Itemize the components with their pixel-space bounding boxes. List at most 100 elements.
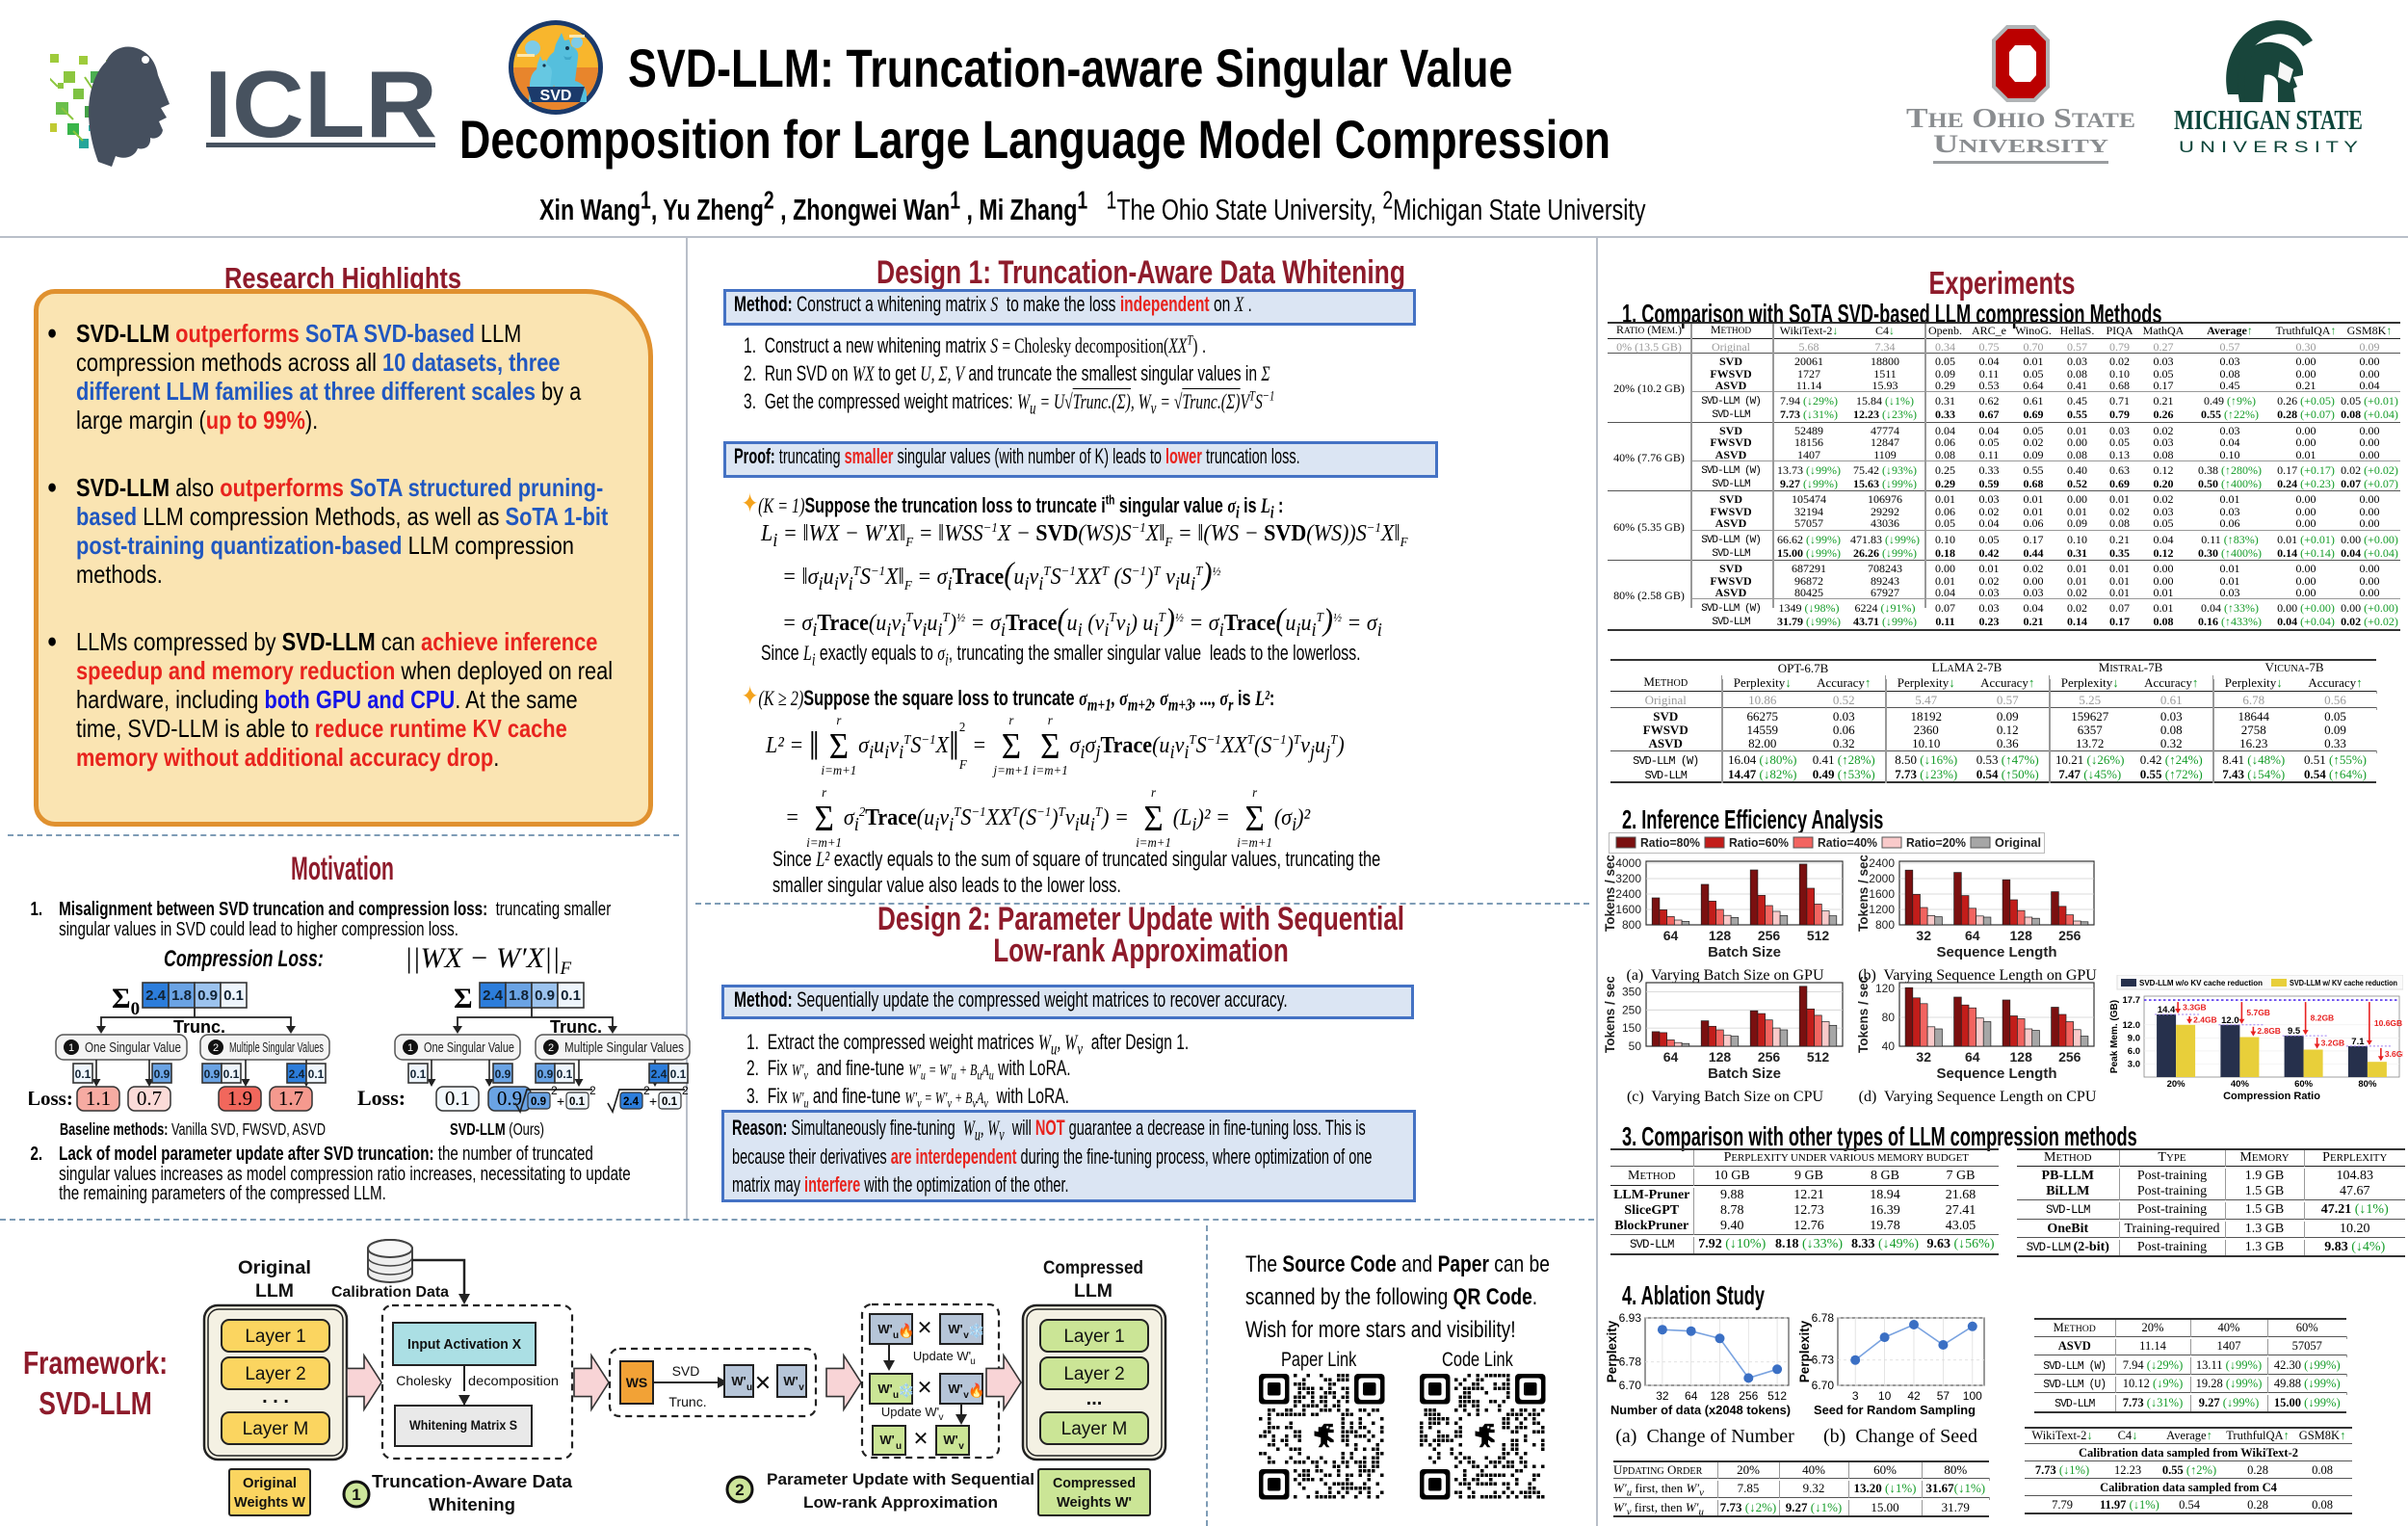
svg-text:2.4GB: 2.4GB — [2193, 1014, 2217, 1024]
svg-text:✕: ✕ — [917, 1318, 933, 1339]
svg-text:20%: 20% — [2167, 1079, 2186, 1090]
svg-text:0.9: 0.9 — [497, 1087, 522, 1110]
svg-text:0.9: 0.9 — [537, 1067, 554, 1081]
svg-text:Multiple Singular Values: Multiple Singular Values — [229, 1039, 324, 1056]
svg-text:1: 1 — [68, 1042, 74, 1054]
svg-text:2400: 2400 — [1615, 887, 1641, 901]
svg-text:32: 32 — [1916, 1049, 1931, 1065]
svg-text:800: 800 — [1622, 918, 1641, 932]
svg-text:256: 256 — [1758, 1049, 1781, 1065]
svg-text:Layer 2: Layer 2 — [245, 1364, 305, 1384]
svg-text:u: u — [893, 1390, 899, 1401]
svg-text:Sequence Length: Sequence Length — [1936, 944, 2056, 960]
svg-text:Original: Original — [238, 1258, 311, 1278]
svg-text:1.8: 1.8 — [171, 987, 192, 1004]
svg-text:0.1: 0.1 — [75, 1067, 92, 1081]
svg-text:v: v — [798, 1382, 804, 1393]
svg-text:8.2GB: 8.2GB — [2311, 1013, 2335, 1023]
svg-text:U N I V E R S I T Y: U N I V E R S I T Y — [2179, 138, 2358, 156]
svg-text:60%: 60% — [2294, 1079, 2314, 1090]
svg-text:1.7: 1.7 — [278, 1087, 303, 1110]
svg-text:2: 2 — [589, 1084, 596, 1097]
svg-text:2.4: 2.4 — [145, 987, 167, 1004]
svg-text:6.73: 6.73 — [1812, 1354, 1835, 1367]
svg-text:Layer 1: Layer 1 — [1063, 1327, 1124, 1347]
svg-text:350: 350 — [1622, 985, 1641, 998]
svg-text:2: 2 — [213, 1042, 219, 1054]
svg-text:Trunc.: Trunc. — [550, 1017, 602, 1037]
svg-text:SVD-LLM (Ours): SVD-LLM (Ours) — [450, 1119, 544, 1139]
svg-text:2: 2 — [682, 1084, 689, 1097]
svg-text:50: 50 — [1629, 1039, 1642, 1053]
svg-text:1: 1 — [352, 1486, 360, 1504]
svg-text:2.4: 2.4 — [289, 1067, 305, 1081]
svg-text:1.1: 1.1 — [86, 1087, 111, 1110]
svg-text:256: 256 — [1739, 1389, 1758, 1403]
svg-text:LLM: LLM — [255, 1281, 294, 1302]
svg-text:Truncation-Aware Data: Truncation-Aware Data — [372, 1472, 573, 1491]
svg-text:W': W' — [783, 1374, 798, 1388]
svg-text:MICHIGAN STATE: MICHIGAN STATE — [2174, 105, 2363, 136]
svg-text:Input Activation X: Input Activation X — [407, 1336, 521, 1353]
svg-text:✕: ✕ — [917, 1378, 933, 1399]
svg-text:SVD-LLM w/ KV cache reduction: SVD-LLM w/ KV cache reduction — [2290, 978, 2397, 987]
svg-text:Ratio=80%: Ratio=80% — [1640, 836, 1700, 850]
svg-text:512: 512 — [1767, 1389, 1787, 1403]
svg-text:Whitening Matrix S: Whitening Matrix S — [409, 1417, 517, 1433]
svg-text:Layer 2: Layer 2 — [1063, 1364, 1124, 1384]
svg-text:17.7: 17.7 — [2123, 995, 2141, 1006]
svg-text:u: u — [970, 1356, 976, 1367]
svg-text:5.7GB: 5.7GB — [2246, 1008, 2270, 1017]
svg-text:v: v — [958, 1441, 964, 1452]
svg-text:v: v — [963, 1330, 969, 1341]
svg-text:1600: 1600 — [1869, 887, 1895, 901]
svg-text:1: 1 — [407, 1042, 413, 1054]
svg-text:2.4: 2.4 — [651, 1067, 667, 1081]
svg-text:Original: Original — [1995, 836, 2041, 850]
svg-text:6.0: 6.0 — [2128, 1046, 2140, 1057]
svg-text:6.70: 6.70 — [1619, 1379, 1642, 1392]
svg-text:64: 64 — [1965, 1049, 1980, 1065]
svg-text:Compression Ratio: Compression Ratio — [2223, 1091, 2320, 1102]
svg-text:7.1: 7.1 — [2351, 1037, 2365, 1047]
svg-text:🔥: 🔥 — [968, 1382, 984, 1399]
svg-text:🔥: 🔥 — [898, 1323, 914, 1339]
svg-text:512: 512 — [1807, 1049, 1830, 1065]
svg-text:LLM: LLM — [1074, 1281, 1112, 1302]
svg-text:2: 2 — [735, 1481, 744, 1499]
svg-text:Compressed: Compressed — [1053, 1475, 1136, 1491]
svg-text:14.4: 14.4 — [2158, 1005, 2176, 1015]
svg-text:64: 64 — [1663, 1049, 1679, 1065]
svg-text:Low-rank Approximation: Low-rank Approximation — [803, 1493, 998, 1512]
svg-text:0.1: 0.1 — [561, 987, 581, 1004]
svg-text:256: 256 — [2058, 928, 2081, 943]
svg-text:...: ... — [1086, 1388, 1103, 1409]
svg-text:0.1: 0.1 — [308, 1067, 325, 1081]
svg-text:Trunc.: Trunc. — [668, 1394, 706, 1409]
svg-text:WS: WS — [626, 1375, 648, 1390]
svg-text:2: 2 — [548, 1042, 554, 1054]
svg-text:2.8GB: 2.8GB — [2257, 1026, 2281, 1036]
svg-text:Multiple Singular Values: Multiple Singular Values — [564, 1039, 684, 1056]
svg-text:+: + — [557, 1093, 564, 1109]
svg-text:SVD: SVD — [540, 88, 572, 104]
svg-text:Σ0: Σ0 — [112, 983, 140, 1019]
svg-text:3.0: 3.0 — [2128, 1060, 2140, 1070]
svg-text:64: 64 — [1685, 1389, 1698, 1403]
svg-text:Ratio=40%: Ratio=40% — [1818, 836, 1877, 850]
svg-text:64: 64 — [1965, 928, 1980, 943]
svg-text:Peak Mem. (GB): Peak Mem. (GB) — [2109, 1000, 2120, 1073]
svg-text:800: 800 — [1875, 918, 1895, 932]
svg-text:2400: 2400 — [1869, 856, 1895, 870]
svg-text:2.4: 2.4 — [483, 987, 504, 1004]
svg-text:0.1: 0.1 — [557, 1067, 573, 1081]
svg-text:u: u — [896, 1441, 902, 1452]
svg-text:0.9: 0.9 — [197, 987, 218, 1004]
svg-text:+: + — [649, 1093, 657, 1109]
svg-text:3200: 3200 — [1615, 872, 1641, 885]
svg-text:9.0: 9.0 — [2128, 1033, 2140, 1043]
svg-text:0.9: 0.9 — [204, 1067, 221, 1081]
svg-text:0.1: 0.1 — [223, 987, 244, 1004]
svg-text:9.5: 9.5 — [2288, 1026, 2301, 1037]
svg-text:1600: 1600 — [1615, 903, 1641, 916]
